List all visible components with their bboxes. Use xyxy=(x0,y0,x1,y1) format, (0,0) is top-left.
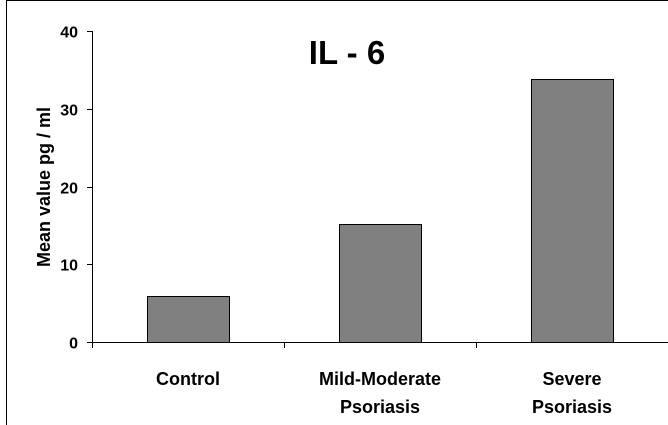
x-tick-label: Control xyxy=(156,369,220,389)
y-axis-label: Mean value pg / ml xyxy=(34,107,54,267)
y-tick-label: 0 xyxy=(69,336,78,353)
bar xyxy=(147,296,230,343)
plot-area: 0 10 20 30 40 Control Mild-Moderate Psoriasis Se… xyxy=(60,25,668,417)
y-tick-label: 30 xyxy=(60,103,78,120)
bar xyxy=(531,79,614,343)
x-tick-label: Severe xyxy=(542,369,601,389)
y-tick-label: 40 xyxy=(60,25,78,42)
y-tick-label: 10 xyxy=(60,258,78,275)
y-tick-label: 20 xyxy=(60,181,78,198)
x-tick-label: Psoriasis xyxy=(532,397,612,417)
x-tick-label: Psoriasis xyxy=(340,397,420,417)
x-tick-label: Mild-Moderate xyxy=(319,369,441,389)
chart-title: IL - 6 xyxy=(309,34,385,71)
bar xyxy=(339,224,422,343)
